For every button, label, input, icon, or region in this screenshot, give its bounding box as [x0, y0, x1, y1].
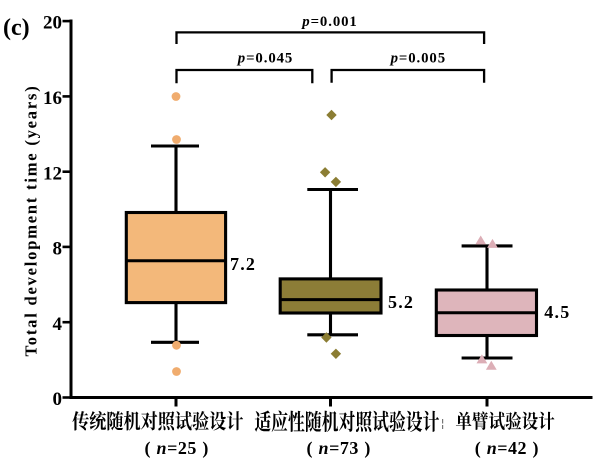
svg-text:(c): (c)	[3, 15, 30, 41]
svg-text:Total development time (years): Total development time (years)	[22, 85, 41, 357]
svg-text:7.2: 7.2	[230, 254, 256, 274]
svg-text:( n=25 ): ( n=25 )	[145, 438, 209, 459]
svg-text:8: 8	[53, 239, 63, 260]
svg-text:5.2: 5.2	[388, 292, 414, 312]
svg-text:4.5: 4.5	[544, 302, 570, 322]
svg-text:p=0.045: p=0.045	[236, 50, 293, 66]
svg-text:16: 16	[43, 88, 62, 109]
svg-text:0: 0	[53, 389, 63, 410]
svg-text:p=0.005: p=0.005	[389, 50, 446, 66]
svg-text:12: 12	[43, 163, 62, 184]
svg-text:20: 20	[43, 13, 62, 34]
svg-text:( n=73 ): ( n=73 )	[307, 438, 371, 459]
svg-text:( n=42 ): ( n=42 )	[475, 438, 539, 459]
svg-text:4: 4	[53, 314, 63, 335]
svg-text:p=0.001: p=0.001	[300, 14, 357, 30]
